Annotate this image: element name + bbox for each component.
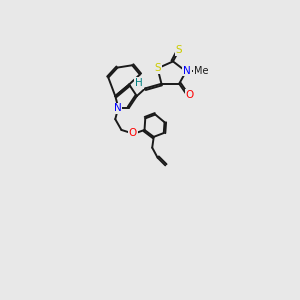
Text: O: O <box>129 128 137 138</box>
Text: S: S <box>176 45 182 55</box>
Text: H: H <box>135 78 143 88</box>
Text: Me: Me <box>194 66 209 76</box>
Text: S: S <box>154 63 161 73</box>
Text: N: N <box>183 66 191 76</box>
Text: N: N <box>114 103 122 113</box>
Text: O: O <box>186 89 194 100</box>
